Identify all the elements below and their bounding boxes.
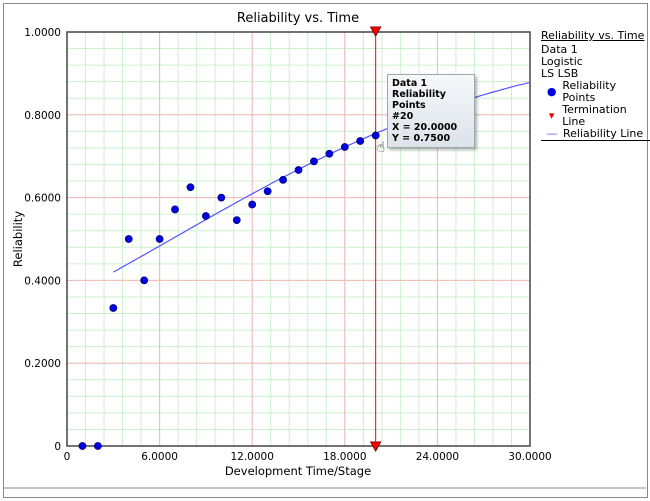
chart-frame [3,3,648,498]
termination-marker-icon: ▾ [548,109,555,122]
reliability-point [124,235,133,243]
tooltip-line: X = 20.0000 [392,122,458,133]
x-tick-label: 6.0000 [141,451,178,463]
y-tick-label: 0.2000 [24,358,61,370]
legend-label: Reliability Line [563,127,644,140]
tooltip-line: #20 [392,111,414,122]
reliability-point [371,131,380,140]
reliability-point [294,166,303,174]
legend-method: LS LSB [541,67,579,80]
legend-data-name: Data 1 [541,43,578,56]
reliability-point [232,216,241,225]
reliability-point [171,205,179,214]
reliability-point [217,193,226,202]
reliability-point [155,235,164,243]
legend-entry-line: — Reliability Line [541,128,650,141]
hand-cursor-icon: ☝ [377,140,386,156]
reliability-point [140,276,149,285]
legend: Reliability vs. Time Data 1 Logistic LS … [541,30,650,141]
reliability-point [356,137,365,145]
tooltip-line: Data 1 [392,78,428,89]
legend-model: Logistic [541,55,583,68]
x-tick-label: 0 [64,451,71,463]
reliability-point [340,143,349,151]
point-tooltip: Data 1 Reliability Points #20 X = 20.000… [387,74,475,148]
legend-title: Reliability vs. Time [541,29,645,42]
chart-title: Reliability vs. Time [237,11,359,26]
legend-label: Reliability Points [562,79,617,104]
y-axis-label: Reliability [11,211,25,267]
termination-marker-bottom [369,441,382,453]
line-marker-icon: — [546,127,558,140]
tooltip-line: Reliability Points [392,89,446,111]
legend-entry-termination: ▾ Termination Line [541,104,650,128]
x-tick-label: 24.0000 [416,451,459,463]
reliability-point [201,212,210,220]
plot-area-border [66,31,531,447]
y-tick-label: 0.8000 [24,110,61,122]
reliability-point [263,187,272,196]
termination-marker-top [369,26,382,38]
reliability-point [248,200,257,209]
x-tick-label: 30.0000 [508,451,551,463]
reliability-point [109,304,118,312]
y-tick-label: 0 [54,441,61,453]
reliability-point [279,175,287,184]
reliability-point [310,157,318,166]
y-tick-label: 0.6000 [24,193,61,205]
reliability-point [186,183,195,192]
x-axis-label: Development Time/Stage [225,464,371,478]
y-tick-label: 1.0000 [24,27,61,39]
y-tick-label: 0.4000 [24,275,61,287]
tooltip-line: Y = 0.7500 [392,133,451,144]
point-marker-icon: ● [546,85,557,98]
x-tick-label: 12.0000 [230,451,273,463]
reliability-point [93,442,102,450]
legend-entry-points: ● Reliability Points [541,80,650,104]
x-tick-label: 18.0000 [323,451,366,463]
legend-label: Termination Line [562,103,627,128]
reliability-point [325,149,334,158]
reliability-point [78,442,87,450]
